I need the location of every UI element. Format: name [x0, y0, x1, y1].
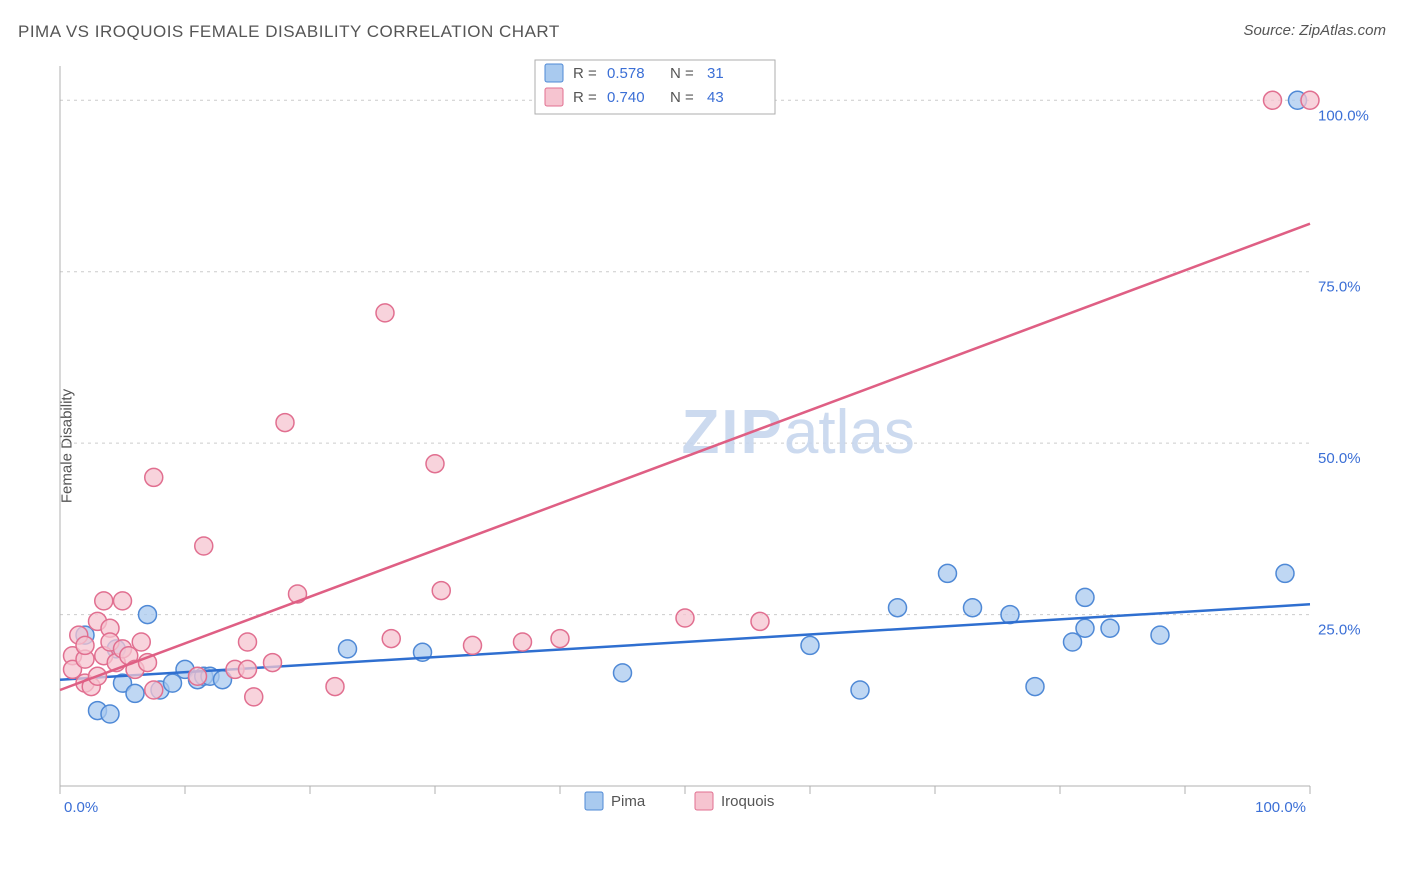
scatter-point [126, 684, 144, 702]
source-attribution: Source: ZipAtlas.com [1243, 22, 1386, 39]
scatter-point [339, 640, 357, 658]
legend-swatch [545, 64, 563, 82]
scatter-point [1264, 91, 1282, 109]
scatter-point [1276, 564, 1294, 582]
scatter-point [751, 612, 769, 630]
scatter-point [551, 630, 569, 648]
scatter-point [432, 582, 450, 600]
scatter-point [1076, 619, 1094, 637]
scatter-point [276, 414, 294, 432]
x-tick-label: 100.0% [1255, 799, 1306, 816]
scatter-point [851, 681, 869, 699]
scatter-point [939, 564, 957, 582]
scatter-point [101, 705, 119, 723]
bottom-legend-label: Pima [611, 793, 646, 810]
scatter-point [514, 633, 532, 651]
scatter-point [1076, 588, 1094, 606]
scatter-point [132, 633, 150, 651]
legend-n-label: N = [670, 89, 694, 106]
y-tick-label: 75.0% [1318, 279, 1361, 296]
legend-r-value: 0.740 [607, 89, 645, 106]
scatter-point [614, 664, 632, 682]
scatter-point [145, 468, 163, 486]
scatter-point [239, 633, 257, 651]
legend-box [535, 60, 775, 114]
scatter-point [382, 630, 400, 648]
scatter-point [145, 681, 163, 699]
y-tick-label: 50.0% [1318, 450, 1361, 467]
legend-n-label: N = [670, 65, 694, 82]
scatter-point [376, 304, 394, 322]
scatter-point [76, 636, 94, 654]
bottom-legend-swatch [695, 792, 713, 810]
scatter-point [1101, 619, 1119, 637]
scatter-point [139, 606, 157, 624]
scatter-point [239, 660, 257, 678]
scatter-point [801, 636, 819, 654]
scatter-point [464, 636, 482, 654]
x-tick-label: 0.0% [64, 799, 98, 816]
chart-title: PIMA VS IROQUOIS FEMALE DISABILITY CORRE… [18, 22, 560, 42]
bottom-legend-label: Iroquois [721, 793, 774, 810]
scatter-point [676, 609, 694, 627]
scatter-point [1151, 626, 1169, 644]
scatter-point [964, 599, 982, 617]
scatter-point [114, 592, 132, 610]
scatter-point [889, 599, 907, 617]
scatter-point [426, 455, 444, 473]
y-tick-label: 25.0% [1318, 622, 1361, 639]
scatter-point [245, 688, 263, 706]
scatter-point [326, 678, 344, 696]
scatter-point [1301, 91, 1319, 109]
scatter-point [95, 592, 113, 610]
bottom-legend-swatch [585, 792, 603, 810]
legend-r-label: R = [573, 65, 597, 82]
legend-r-label: R = [573, 89, 597, 106]
scatter-point [1026, 678, 1044, 696]
legend-swatch [545, 88, 563, 106]
legend-n-value: 43 [707, 89, 724, 106]
legend-r-value: 0.578 [607, 65, 645, 82]
watermark: ZIPatlas [681, 398, 914, 467]
legend-n-value: 31 [707, 65, 724, 82]
scatter-point [195, 537, 213, 555]
scatter-chart: ZIPatlas 0.0% 100.0% 25.0% 50.0% 75.0% 100.0% R… [50, 58, 1386, 818]
scatter-point [189, 667, 207, 685]
y-tick-label: 100.0% [1318, 107, 1369, 124]
scatter-point [264, 654, 282, 672]
